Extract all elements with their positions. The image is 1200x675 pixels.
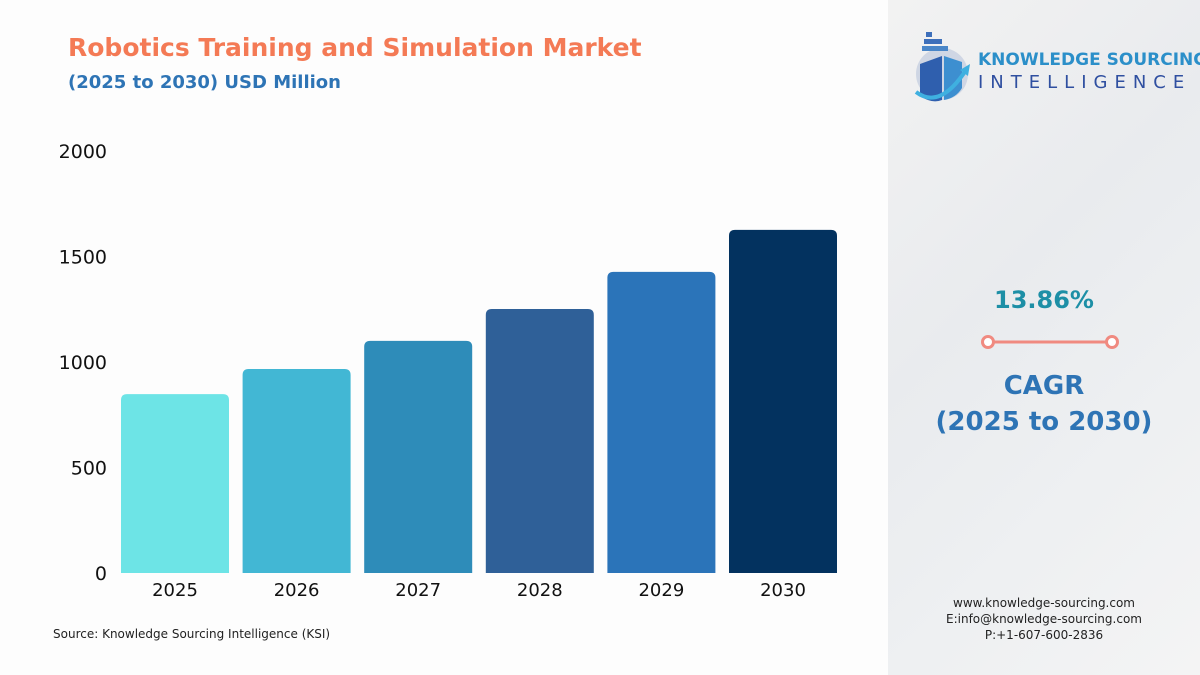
logo-icon (914, 32, 970, 102)
contact-phone: P:+1-607-600-2836 (984, 628, 1104, 642)
x-tick-label: 2026 (274, 580, 320, 601)
source-note: Source: Knowledge Sourcing Intelligence … (53, 627, 331, 641)
bar-2026 (242, 368, 351, 573)
bar-2027 (364, 340, 473, 573)
y-tick-label: 1000 (59, 352, 107, 374)
x-tick-label: 2028 (517, 580, 563, 601)
bar-2025 (121, 394, 229, 573)
contact-info: www.knowledge-sourcing.com E:info@knowle… (888, 595, 1200, 643)
cagr-label: CAGR (2025 to 2030) (888, 368, 1200, 440)
page-subtitle: (2025 to 2030) USD Million (68, 72, 341, 93)
contact-email[interactable]: E:info@knowledge-sourcing.com (946, 612, 1142, 626)
company-logo: KNOWLEDGE SOURCING INTELLIGENCE (912, 26, 1200, 106)
bar-2029 (607, 271, 716, 573)
bar-2028 (485, 309, 594, 573)
bar-chart: 0 500 1000 1500 2000 2025 2026 2027 2028 2029 2030 (59, 141, 837, 601)
x-tick-label: 2030 (760, 580, 806, 601)
logo-line2: INTELLIGENCE (978, 72, 1192, 93)
cagr-title: CAGR (1003, 371, 1085, 401)
y-tick-label: 0 (95, 563, 107, 585)
page-title: Robotics Training and Simulation Market (68, 33, 642, 62)
y-tick-label: 2000 (59, 141, 107, 163)
x-tick-label: 2029 (638, 580, 684, 601)
x-tick-label: 2025 (152, 580, 198, 601)
side-panel (888, 0, 1200, 675)
x-tick-label: 2027 (395, 580, 441, 601)
logo-line1: KNOWLEDGE SOURCING (978, 50, 1200, 70)
cagr-divider (981, 335, 1119, 349)
bar-2030 (729, 229, 837, 573)
cagr-value: 13.86% (994, 286, 1094, 314)
cagr-period: (2025 to 2030) (935, 407, 1153, 437)
y-tick-label: 1500 (59, 247, 107, 269)
contact-web[interactable]: www.knowledge-sourcing.com (953, 596, 1135, 610)
y-tick-label: 500 (71, 458, 107, 480)
